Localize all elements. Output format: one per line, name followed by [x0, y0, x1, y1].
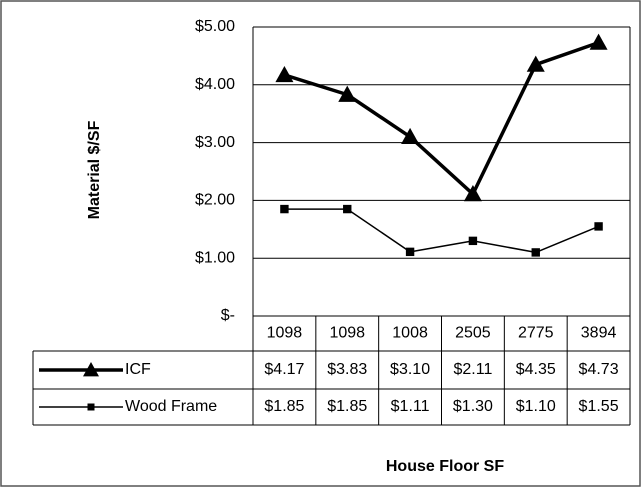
value-label: $1.55	[579, 398, 619, 415]
y-tick-label: $1.00	[195, 249, 235, 266]
data-point	[401, 127, 420, 145]
data-point	[526, 55, 545, 72]
value-label: $1.11	[391, 398, 430, 415]
value-label: $1.30	[453, 398, 493, 415]
data-point	[275, 65, 294, 83]
data-point	[468, 236, 478, 246]
value-label: $1.85	[264, 398, 304, 415]
x-tick-label: 1008	[392, 325, 428, 342]
data-point	[594, 222, 603, 231]
y-tick-label: $2.00	[195, 192, 235, 209]
legend-label: ICF	[125, 361, 151, 378]
data-point	[280, 204, 289, 214]
y-tick-label: $-	[221, 307, 235, 324]
series-line	[283, 40, 600, 196]
value-label: $1.85	[327, 398, 367, 415]
x-tick-label: 3894	[581, 325, 617, 342]
legend-marker	[87, 403, 95, 411]
x-tick-label: 1098	[267, 325, 303, 342]
y-axis-label: Material $/SF	[86, 120, 103, 219]
series-line	[284, 208, 599, 254]
value-label: $4.35	[516, 361, 556, 378]
x-tick-label: 2775	[518, 325, 554, 342]
y-tick-label: $5.00	[195, 18, 235, 35]
x-axis-label: House Floor SF	[386, 458, 504, 475]
y-tick-label: $3.00	[195, 134, 235, 151]
value-label: $1.10	[516, 398, 556, 415]
value-label: $3.83	[327, 361, 367, 378]
legend-label: Wood Frame	[125, 398, 217, 415]
data-point	[338, 85, 357, 102]
data-point	[463, 185, 482, 202]
x-tick-label: 1098	[329, 325, 365, 342]
data-point	[343, 204, 352, 214]
data-point	[531, 248, 540, 257]
legend-marker	[83, 362, 99, 377]
data-point	[405, 247, 415, 257]
value-label: $4.17	[264, 361, 304, 378]
value-label: $2.11	[453, 361, 492, 378]
value-label: $3.10	[390, 361, 430, 378]
data-point	[589, 33, 608, 50]
value-label: $4.73	[579, 361, 619, 378]
x-tick-label: 2505	[455, 325, 491, 342]
y-tick-label: $4.00	[195, 76, 235, 93]
